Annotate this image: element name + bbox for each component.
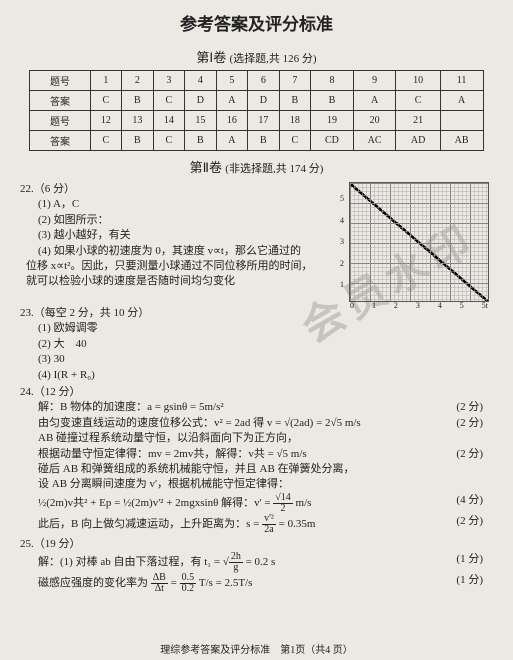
table-row: 题号 12131415161718192021 xyxy=(30,111,483,131)
q22-line: 就可以检验小球的速度是否随时间均匀变化 xyxy=(26,274,343,289)
table-row: 答案 CBCBABCCDACADAB xyxy=(30,131,483,151)
row-label: 答案 xyxy=(30,91,90,111)
q24-line: AB 碰撞过程系统动量守恒，以沿斜面向下为正方向， xyxy=(38,431,493,446)
q23-line: (1) 欧姆调零 xyxy=(38,321,493,336)
part1-sub: (选择题,共 126 分) xyxy=(230,53,317,65)
y-axis-labels: 12345 xyxy=(340,183,344,301)
part2-sub: (非选择题,共 174 分) xyxy=(225,163,323,175)
score-badge: (2 分) xyxy=(456,416,483,431)
part1-label: 第Ⅰ卷 xyxy=(196,50,226,65)
q25-line: 磁感应强度的变化率为 ΔBΔt = 0.50.2 T/s = 2.5T/s (1… xyxy=(38,573,493,594)
row-label: 答案 xyxy=(30,131,90,151)
q22-line: 位移 x∝t²。因此，只要测量小球通过不同位移所用的时间， xyxy=(26,259,343,274)
q24-line: 根据动量守恒定律得：mv = 2mv共，解得：v共 = √5 m/s(2 分) xyxy=(38,447,493,462)
part2-label: 第Ⅱ卷 xyxy=(190,160,222,175)
score-badge: (2 分) xyxy=(456,514,483,529)
part2-title: 第Ⅱ卷 (非选择题,共 174 分) xyxy=(20,157,493,176)
q22-line: (2) 如图所示： xyxy=(38,213,343,228)
q24-head: 24.（12 分） xyxy=(20,385,493,400)
q24-line: 解：B 物体的加速度：a = gsinθ = 5m/s²(2 分) xyxy=(38,400,493,415)
row-label: 题号 xyxy=(30,111,90,131)
q23-line: (2) 大 40 xyxy=(38,337,493,352)
score-badge: (1 分) xyxy=(456,573,483,588)
q24-line: ½(2m)v共² + Ep = ½(2m)v'² + 2mgxsinθ 解得：v… xyxy=(38,493,493,514)
table-row: 答案 CBCDADBBACA xyxy=(30,91,483,111)
score-badge: (2 分) xyxy=(456,400,483,415)
answer-table: 题号 1234567891011 答案 CBCDADBBACA 题号 12131… xyxy=(29,70,483,151)
page-title: 参考答案及评分标准 xyxy=(20,10,493,35)
q24-line: 此后，B 向上做匀减速运动，上升距离为：s = v'²2a = 0.35m (2… xyxy=(38,514,493,535)
score-badge: (2 分) xyxy=(456,447,483,462)
q22-line: (3) 越小越好，有关 xyxy=(38,228,343,243)
q25-line: 解：(1) 对棒 ab 自由下落过程，有 t₁ = √2hg = 0.2 s (… xyxy=(38,552,493,573)
q22-line: (1) A，C xyxy=(38,197,343,212)
table-row: 题号 1234567891011 xyxy=(30,71,483,91)
q23-line: (4) I(R + R₀) xyxy=(38,368,493,383)
q23-line: (3) 30 xyxy=(38,352,493,367)
page-footer: 理综参考答案及评分标准 第1页（共4 页） xyxy=(0,641,513,656)
q25-head: 25.（19 分） xyxy=(20,537,493,552)
q22-line: (4) 如果小球的初速度为 0，其速度 v∝t，那么它通过的 xyxy=(38,244,343,259)
part1-title: 第Ⅰ卷 (选择题,共 126 分) xyxy=(20,47,493,66)
q22-chart: 0123455t 12345 xyxy=(349,182,489,302)
q22-head: 22.（6 分） xyxy=(20,182,343,197)
row-label: 题号 xyxy=(30,71,90,91)
q24-line: 由匀变速直线运动的速度位移公式：v² = 2ad 得 v = √(2ad) = … xyxy=(38,416,493,431)
q24-line: 碰后 AB 和弹簧组成的系统机械能守恒，并且 AB 在弹簧处分离， xyxy=(38,462,493,477)
score-badge: (4 分) xyxy=(456,493,483,508)
score-badge: (1 分) xyxy=(456,552,483,567)
x-axis-labels: 0123455t xyxy=(350,300,488,311)
q24-line: 设 AB 分离瞬间速度为 v'，根据机械能守恒定律得： xyxy=(38,477,493,492)
